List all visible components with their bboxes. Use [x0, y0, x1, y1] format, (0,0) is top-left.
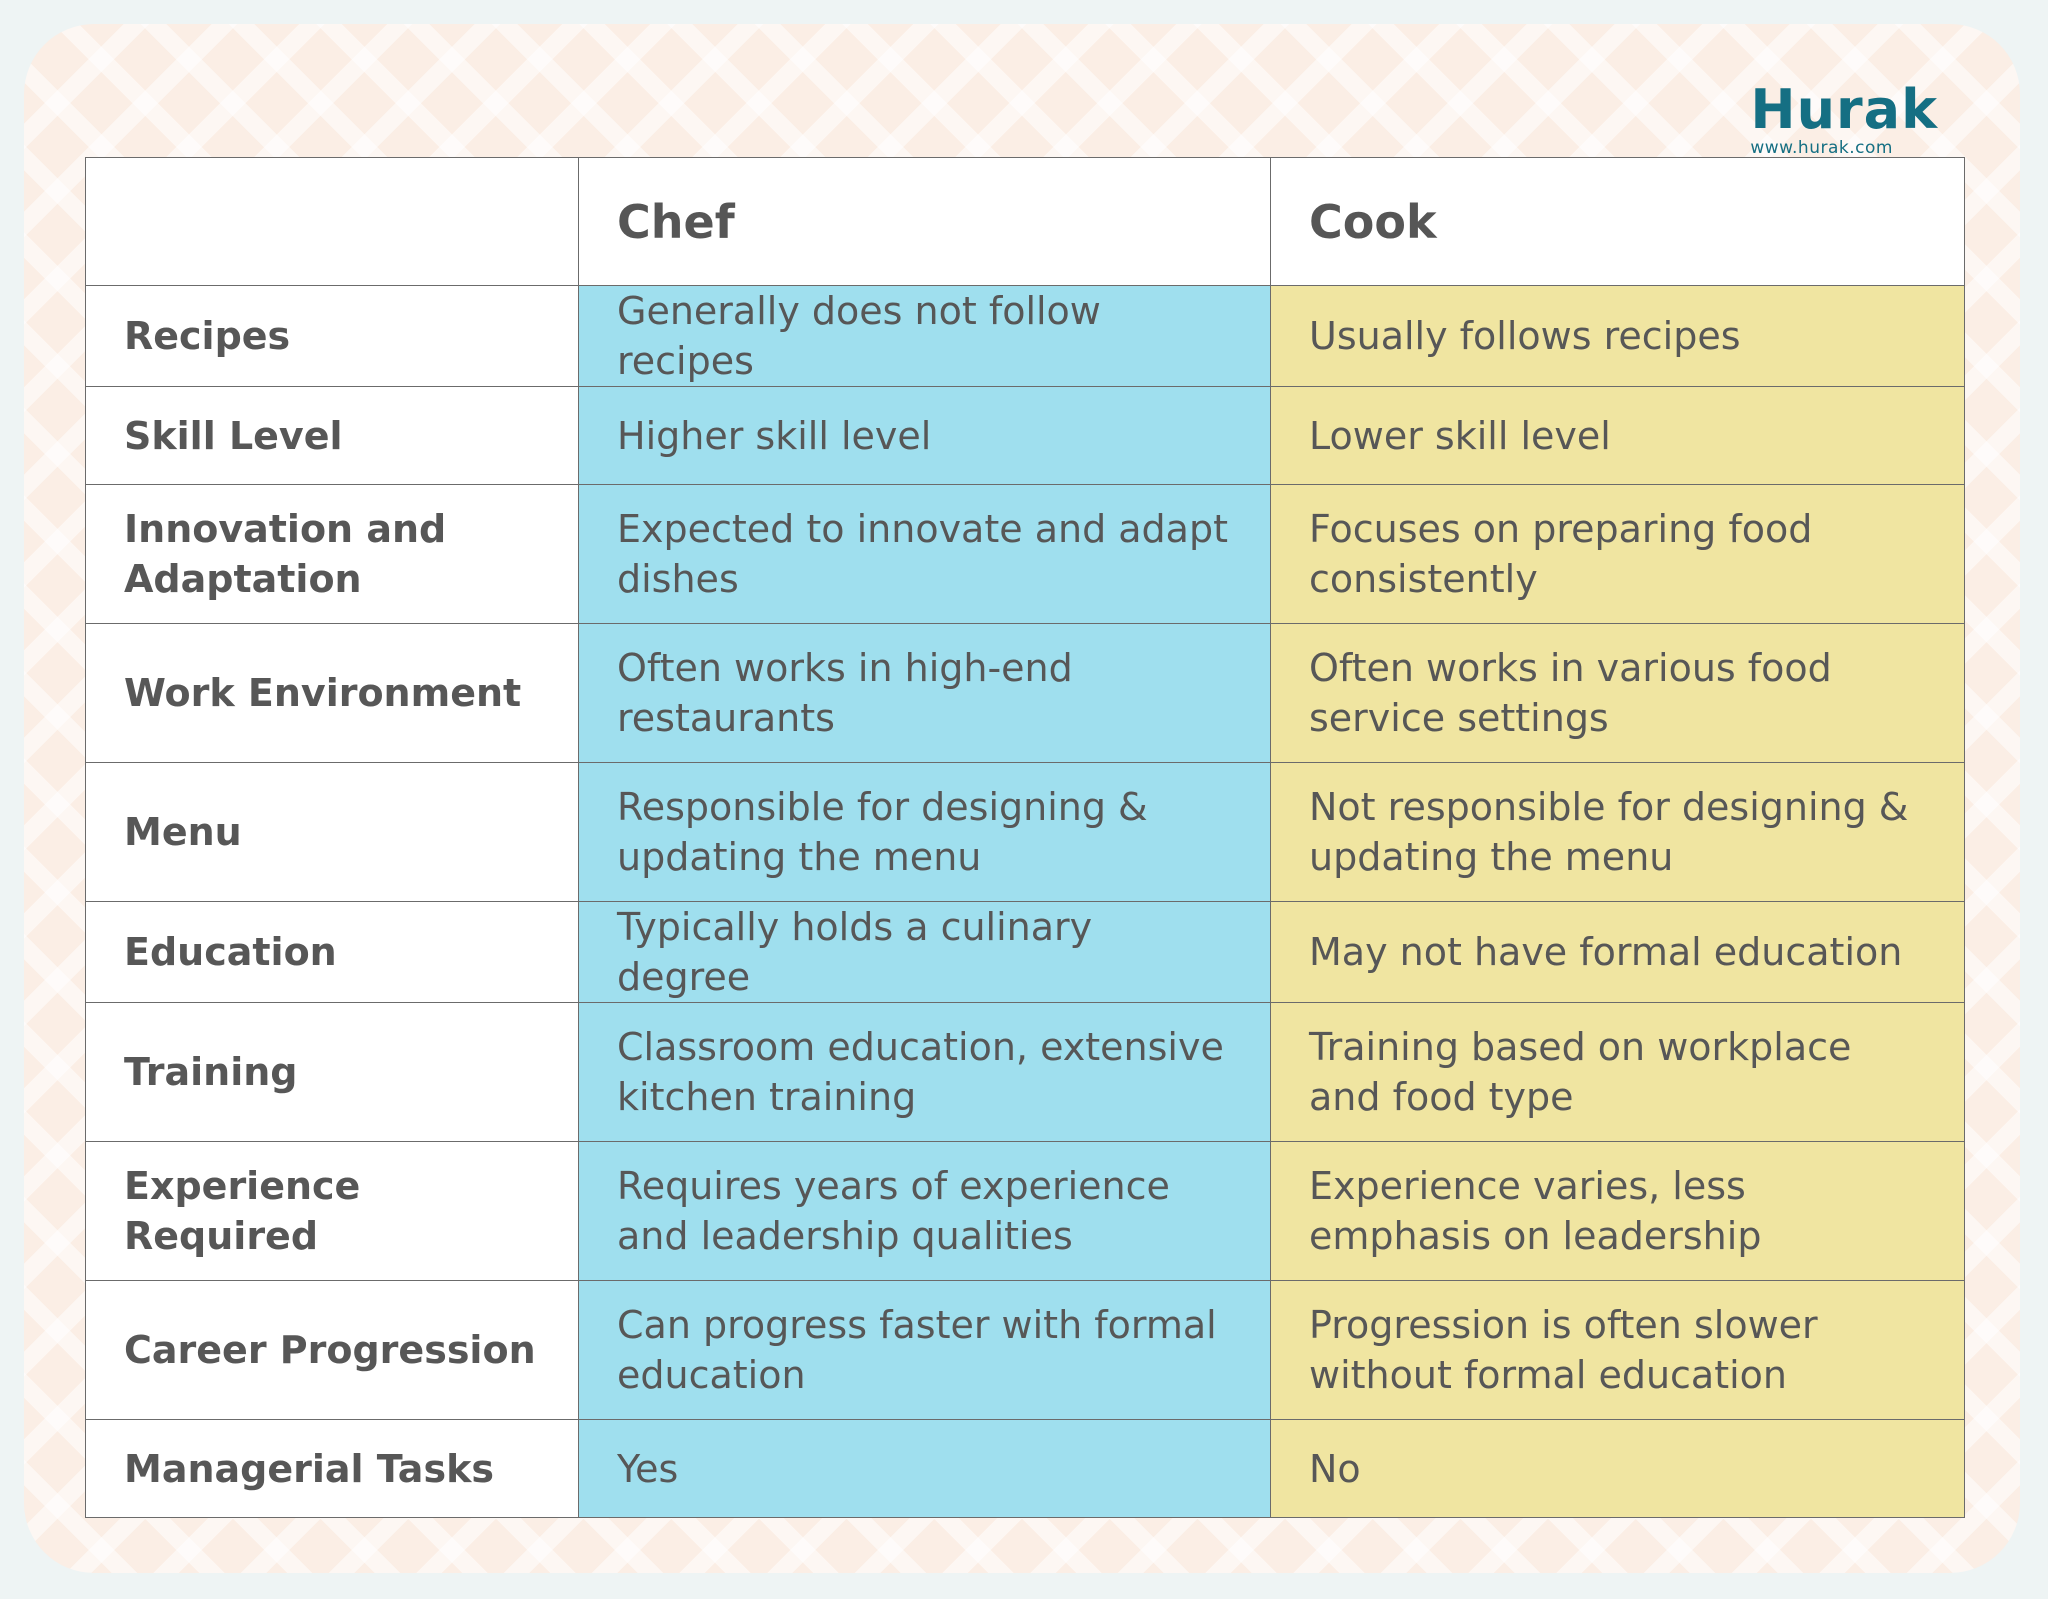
row-label: Skill Level	[85, 386, 579, 485]
chef-cell: Often works in high-end restaurants	[578, 623, 1271, 763]
brand-logo: Hurak www.hurak.com	[1750, 78, 1938, 159]
table-header-row: Chef Cook	[85, 157, 1965, 286]
row-label: Education	[85, 901, 579, 1003]
header-chef: Chef	[578, 157, 1271, 286]
cook-cell: Progression is often slower without form…	[1270, 1280, 1965, 1420]
comparison-table: Chef Cook Recipes Generally does not fol…	[85, 157, 1965, 1518]
table-row: Experience Required Requires years of ex…	[85, 1141, 1965, 1281]
row-label: Experience Required	[85, 1141, 579, 1281]
chef-cell: Higher skill level	[578, 386, 1271, 485]
cook-cell: Usually follows recipes	[1270, 285, 1965, 387]
chef-cell: Can progress faster with formal educatio…	[578, 1280, 1271, 1420]
chef-cell: Expected to innovate and adapt dishes	[578, 484, 1271, 624]
cook-cell: Focuses on preparing food consistently	[1270, 484, 1965, 624]
cook-cell: Experience varies, less emphasis on lead…	[1270, 1141, 1965, 1281]
table-row: Menu Responsible for designing & updatin…	[85, 762, 1965, 902]
table-row: Training Classroom education, extensive …	[85, 1002, 1965, 1142]
row-label: Career Progression	[85, 1280, 579, 1420]
row-label: Training	[85, 1002, 579, 1142]
chef-cell: Yes	[578, 1419, 1271, 1518]
row-label: Recipes	[85, 285, 579, 387]
table-row: Career Progression Can progress faster w…	[85, 1280, 1965, 1420]
table-row: Innovation and Adaptation Expected to in…	[85, 484, 1965, 624]
table-row: Work Environment Often works in high-end…	[85, 623, 1965, 763]
corner-cell	[85, 157, 579, 286]
brand-url: www.hurak.com	[1750, 138, 1893, 158]
row-label: Menu	[85, 762, 579, 902]
row-label: Managerial Tasks	[85, 1419, 579, 1518]
cook-cell: Lower skill level	[1270, 386, 1965, 485]
table-row: Recipes Generally does not follow recipe…	[85, 285, 1965, 387]
brand-name: Hurak	[1750, 78, 1938, 141]
chef-cell: Typically holds a culinary degree	[578, 901, 1271, 1003]
table-row: Skill Level Higher skill level Lower ski…	[85, 386, 1965, 485]
table-row: Managerial Tasks Yes No	[85, 1419, 1965, 1518]
row-label: Innovation and Adaptation	[85, 484, 579, 624]
chef-cell: Classroom education, extensive kitchen t…	[578, 1002, 1271, 1142]
chef-cell: Generally does not follow recipes	[578, 285, 1271, 387]
header-cook: Cook	[1270, 157, 1965, 286]
chef-cell: Requires years of experience and leaders…	[578, 1141, 1271, 1281]
cook-cell: Training based on workplace and food typ…	[1270, 1002, 1965, 1142]
cook-cell: May not have formal education	[1270, 901, 1965, 1003]
table-row: Education Typically holds a culinary deg…	[85, 901, 1965, 1003]
cook-cell: Not responsible for designing & updating…	[1270, 762, 1965, 902]
row-label: Work Environment	[85, 623, 579, 763]
cook-cell: Often works in various food service sett…	[1270, 623, 1965, 763]
cook-cell: No	[1270, 1419, 1965, 1518]
chef-cell: Responsible for designing & updating the…	[578, 762, 1271, 902]
